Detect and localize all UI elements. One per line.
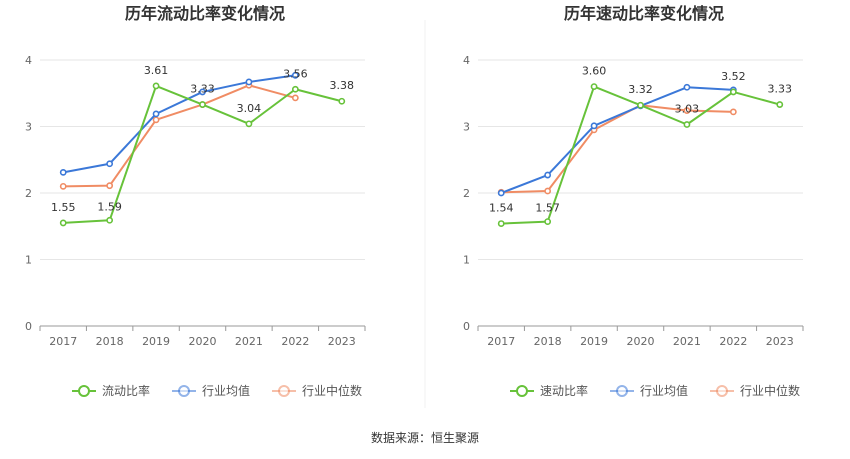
- chart2-xtick-label-2020: 2020: [627, 335, 655, 348]
- chart1-data-label-2021: 3.04: [237, 102, 262, 115]
- chart2-series-avg-point-2018: [544, 171, 552, 179]
- chart2-data-label-2021: 3.03: [675, 103, 700, 116]
- chart1-legend-company-label: 流动比率: [102, 383, 150, 398]
- chart2-ytick-label-4: 4: [463, 54, 470, 67]
- chart2-series-company-point-2019: [590, 83, 598, 90]
- chart1-legend-avg-marker: [178, 385, 190, 397]
- chart2-series-median-line: [501, 104, 734, 194]
- chart2-ytick-label-0: 0: [463, 320, 470, 333]
- chart2-series-median-point-2021: [683, 107, 691, 114]
- chart1-series-company-point-2020: [199, 101, 206, 108]
- chart2-legend-median-marker: [716, 385, 728, 397]
- chart1-series-avg-point-2020: [199, 88, 206, 96]
- chart2-legend-avg-marker: [616, 385, 628, 397]
- chart1-data-label-2018: 1.59: [97, 200, 122, 213]
- chart1-ytick-label-4: 4: [25, 54, 32, 67]
- chart1-series-median-point-2022: [291, 94, 299, 102]
- chart1-series-avg-point-2022: [291, 71, 299, 79]
- chart2-legend-median-label: 行业中位数: [740, 383, 800, 398]
- chart2-series-avg-line: [500, 86, 734, 194]
- chart2-xtick-label-2019: 2019: [580, 335, 608, 348]
- chart1-data-label-2020: 3.33: [190, 83, 215, 96]
- chart2-data-label-2020: 3.32: [628, 83, 653, 96]
- chart2-xtick-label-2023: 2023: [766, 335, 794, 348]
- chart1-ytick-label-3: 3: [25, 121, 32, 134]
- chart1-series-company-point-2023: [338, 97, 346, 105]
- chart2-series-avg-point-2019: [590, 122, 598, 130]
- chart2-legend-company-marker: [516, 385, 528, 397]
- chart1-xtick-label-2023: 2023: [328, 335, 356, 348]
- chart2-legend-company-label: 速动比率: [540, 383, 588, 398]
- chart1-ytick-label-0: 0: [25, 320, 32, 333]
- chart1-xtick-label-2021: 2021: [235, 335, 263, 348]
- chart1-series-company-point-2018: [106, 216, 114, 224]
- chart2-data-label-2022: 3.52: [721, 70, 746, 83]
- chart2-data-label-2018: 1.57: [535, 202, 560, 215]
- chart2-title: 历年速动比率变化情况: [564, 4, 724, 23]
- chart2-series-median-point-2022: [729, 108, 737, 116]
- chart2-ytick-label-1: 1: [463, 254, 470, 267]
- chart1-series-avg-point-2019: [152, 110, 160, 118]
- chart2-series-avg-point-2021: [683, 83, 691, 91]
- chart1-data-label-2019: 3.61: [144, 64, 169, 77]
- chart1-series-median-point-2018: [106, 182, 114, 190]
- chart1-series-avg-point-2017: [59, 168, 67, 176]
- chart2-series-company-point-2020: [637, 101, 644, 109]
- chart1-series-company-point-2021: [245, 120, 253, 128]
- chart1-legend-median-label: 行业中位数: [302, 383, 362, 398]
- chart1-legend-company-marker: [78, 385, 90, 397]
- chart2-series-company-point-2017: [497, 220, 505, 227]
- chart1-xtick-label-2018: 2018: [96, 335, 124, 348]
- chart2-series-company-point-2022: [729, 88, 737, 96]
- chart1-series-company-point-2022: [291, 85, 299, 93]
- chart1-series-median-point-2019: [152, 116, 160, 124]
- chart2-data-label-2019: 3.60: [582, 65, 607, 78]
- chart2-xtick-label-2022: 2022: [719, 335, 747, 348]
- chart1-series-median-point-2017: [59, 182, 67, 190]
- chart1-legend-avg-label: 行业均值: [202, 383, 250, 398]
- chart1-xtick-label-2017: 2017: [49, 335, 77, 348]
- chart2-series-median-point-2018: [544, 187, 552, 195]
- chart1-xtick-label-2022: 2022: [281, 335, 309, 348]
- chart1-series-company-point-2017: [59, 219, 67, 227]
- chart2-ytick-label-3: 3: [463, 121, 470, 134]
- chart2-series-company-point-2018: [544, 218, 552, 225]
- chart2-xtick-label-2018: 2018: [534, 335, 562, 348]
- chart2-data-label-2023: 3.33: [768, 83, 793, 96]
- chart2-xtick-label-2021: 2021: [673, 335, 701, 348]
- chart1-series-avg-point-2021: [245, 78, 253, 86]
- chart1-title: 历年流动比率变化情况: [125, 4, 285, 23]
- chart1-data-label-2023: 3.38: [330, 79, 355, 92]
- chart1-xtick-label-2019: 2019: [142, 335, 170, 348]
- chart1-series-avg-point-2018: [106, 160, 114, 168]
- chart1-xtick-label-2020: 2020: [189, 335, 217, 348]
- chart1-series-company-point-2019: [152, 82, 160, 90]
- chart2-ytick-label-2: 2: [463, 187, 470, 200]
- chart2-data-label-2017: 1.54: [489, 202, 514, 215]
- chart2-series-company-point-2021: [683, 121, 691, 128]
- chart2-series-company-point-2023: [776, 101, 784, 108]
- chart2-legend-avg-label: 行业均值: [640, 383, 688, 398]
- chart1-data-label-2022: 3.56: [283, 67, 308, 80]
- chart1-legend-median-marker: [278, 385, 290, 397]
- chart1-ytick-label-2: 2: [25, 187, 32, 200]
- chart2-xtick-label-2017: 2017: [487, 335, 515, 348]
- chart1-ytick-label-1: 1: [25, 254, 32, 267]
- chart1-series-avg-line: [63, 74, 296, 174]
- chart2-series-avg-point-2017: [497, 189, 505, 197]
- source-text: 数据来源：恒生聚源: [371, 430, 479, 445]
- chart1-data-label-2017: 1.55: [51, 201, 76, 214]
- chart1-series-median-line: [63, 84, 296, 188]
